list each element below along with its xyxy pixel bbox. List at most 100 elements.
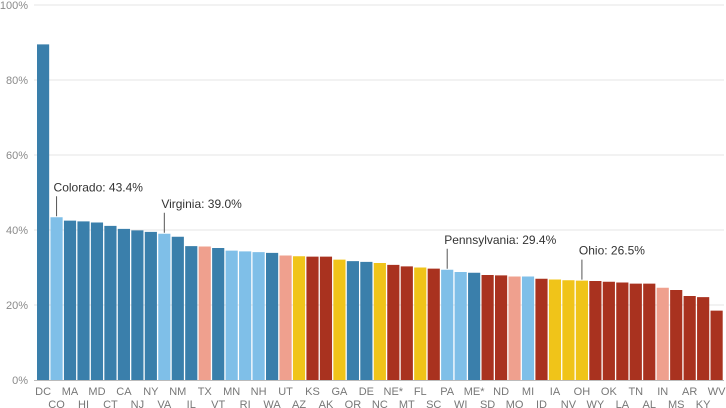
x-tick-label: NV: [561, 399, 577, 408]
bar-wi: [454, 272, 467, 380]
bar-nd: [495, 275, 508, 381]
bar-in: [656, 287, 669, 380]
bar-id: [535, 278, 548, 380]
x-tick-label: CT: [103, 399, 118, 408]
bar-nv: [562, 280, 575, 380]
x-tick-label: NH: [251, 386, 267, 398]
x-tick-label: NM: [169, 386, 186, 398]
bar-ks: [306, 256, 319, 381]
bar-la: [616, 282, 629, 380]
x-tick-label: MD: [88, 386, 105, 398]
x-tick-label: PA: [440, 386, 455, 398]
bar-ut: [279, 255, 292, 380]
x-tick-label: AZ: [292, 399, 306, 408]
x-tick-label: CA: [116, 386, 132, 398]
x-tick-label: KY: [696, 399, 711, 408]
bar-ma: [63, 220, 77, 381]
bar-co: [50, 217, 63, 380]
bar-ak: [319, 256, 333, 381]
x-tick-label: IL: [187, 399, 196, 408]
bar-mi: [521, 276, 535, 380]
x-tick-label: IA: [550, 386, 561, 398]
x-tick-label: TX: [198, 386, 213, 398]
bar-oh: [575, 280, 588, 381]
x-tick-label: HI: [78, 399, 89, 408]
x-tick-label: AK: [319, 399, 334, 408]
bar-wa: [266, 252, 279, 381]
y-tick-label: 40%: [6, 225, 28, 237]
x-tick-label: ME*: [464, 386, 486, 398]
y-tick-label: 100%: [0, 0, 28, 12]
bar-mn: [225, 250, 238, 381]
bar-ky: [697, 297, 710, 381]
bar-va: [158, 233, 171, 380]
bar-fl: [414, 267, 427, 380]
bar-tx: [198, 246, 211, 380]
x-tick-label: NE*: [384, 386, 404, 398]
x-tick-label: FL: [414, 386, 427, 398]
annotation-label: Virginia: 39.0%: [161, 197, 242, 211]
bar-az: [292, 256, 306, 380]
bar-il: [185, 246, 198, 380]
bar-ga: [333, 259, 346, 381]
bar-sc: [427, 268, 440, 381]
x-tick-label: WV: [708, 386, 726, 398]
x-tick-label: GA: [331, 386, 348, 398]
bar-nh: [252, 252, 265, 381]
x-tick-label: OR: [345, 399, 362, 408]
annotations: Colorado: 43.4% Virginia: 39.0% Pennsylvan…: [54, 180, 645, 280]
x-tick-label: MN: [223, 386, 240, 398]
x-tick-label: MI: [522, 386, 534, 398]
x-tick-label: WI: [454, 399, 467, 408]
y-tick-label: 80%: [6, 75, 28, 87]
x-axis: DCCOMAHIMDCTCANJNYVANMILTXVTMNRINHWAUTAZ…: [35, 386, 726, 408]
y-tick-label: 60%: [6, 150, 28, 162]
x-tick-label: DE: [359, 386, 374, 398]
x-tick-label: UT: [278, 386, 293, 398]
bar-hi: [77, 221, 90, 381]
bar-mt: [400, 266, 413, 381]
bar-ct: [104, 225, 117, 381]
annotation-label: Colorado: 43.4%: [54, 180, 144, 194]
x-tick-label: WY: [587, 399, 605, 408]
bar-nc: [373, 263, 386, 380]
bar-ri: [239, 251, 252, 381]
bar-ne: [387, 264, 400, 381]
x-tick-label: SD: [480, 399, 495, 408]
x-tick-label: NC: [372, 399, 388, 408]
x-tick-label: LA: [616, 399, 630, 408]
x-tick-label: VA: [157, 399, 172, 408]
x-tick-label: WA: [263, 399, 281, 408]
annotation-label: Pennsylvania: 29.4%: [444, 233, 556, 247]
bar-wv: [710, 310, 723, 381]
x-tick-label: AR: [682, 386, 697, 398]
x-tick-label: OH: [574, 386, 591, 398]
x-tick-label: SC: [426, 399, 441, 408]
bar-ok: [602, 281, 615, 380]
y-tick-label: 0%: [12, 375, 28, 387]
bar-nm: [171, 236, 184, 380]
annotation-label: Ohio: 26.5%: [579, 244, 645, 258]
x-tick-label: ND: [493, 386, 509, 398]
x-tick-label: MT: [399, 399, 415, 408]
bar-sd: [481, 275, 494, 380]
bar-ms: [670, 290, 683, 380]
bar-mo: [508, 276, 521, 380]
x-tick-label: TN: [628, 386, 643, 398]
bar-vt: [212, 248, 225, 380]
x-tick-label: VT: [211, 399, 225, 408]
x-tick-label: MS: [668, 399, 685, 408]
bar-ar: [683, 296, 696, 380]
x-tick-label: NJ: [131, 399, 144, 408]
bar-or: [346, 261, 359, 381]
x-tick-label: KS: [305, 386, 320, 398]
bar-al: [643, 283, 656, 381]
x-tick-label: ID: [536, 399, 547, 408]
bar-nj: [131, 230, 144, 381]
x-tick-label: OK: [601, 386, 618, 398]
x-tick-label: MO: [506, 399, 524, 408]
bar-de: [360, 261, 373, 381]
bar-ia: [548, 279, 562, 380]
y-axis: 0% 20% 40% 60% 80% 100%: [0, 0, 28, 387]
